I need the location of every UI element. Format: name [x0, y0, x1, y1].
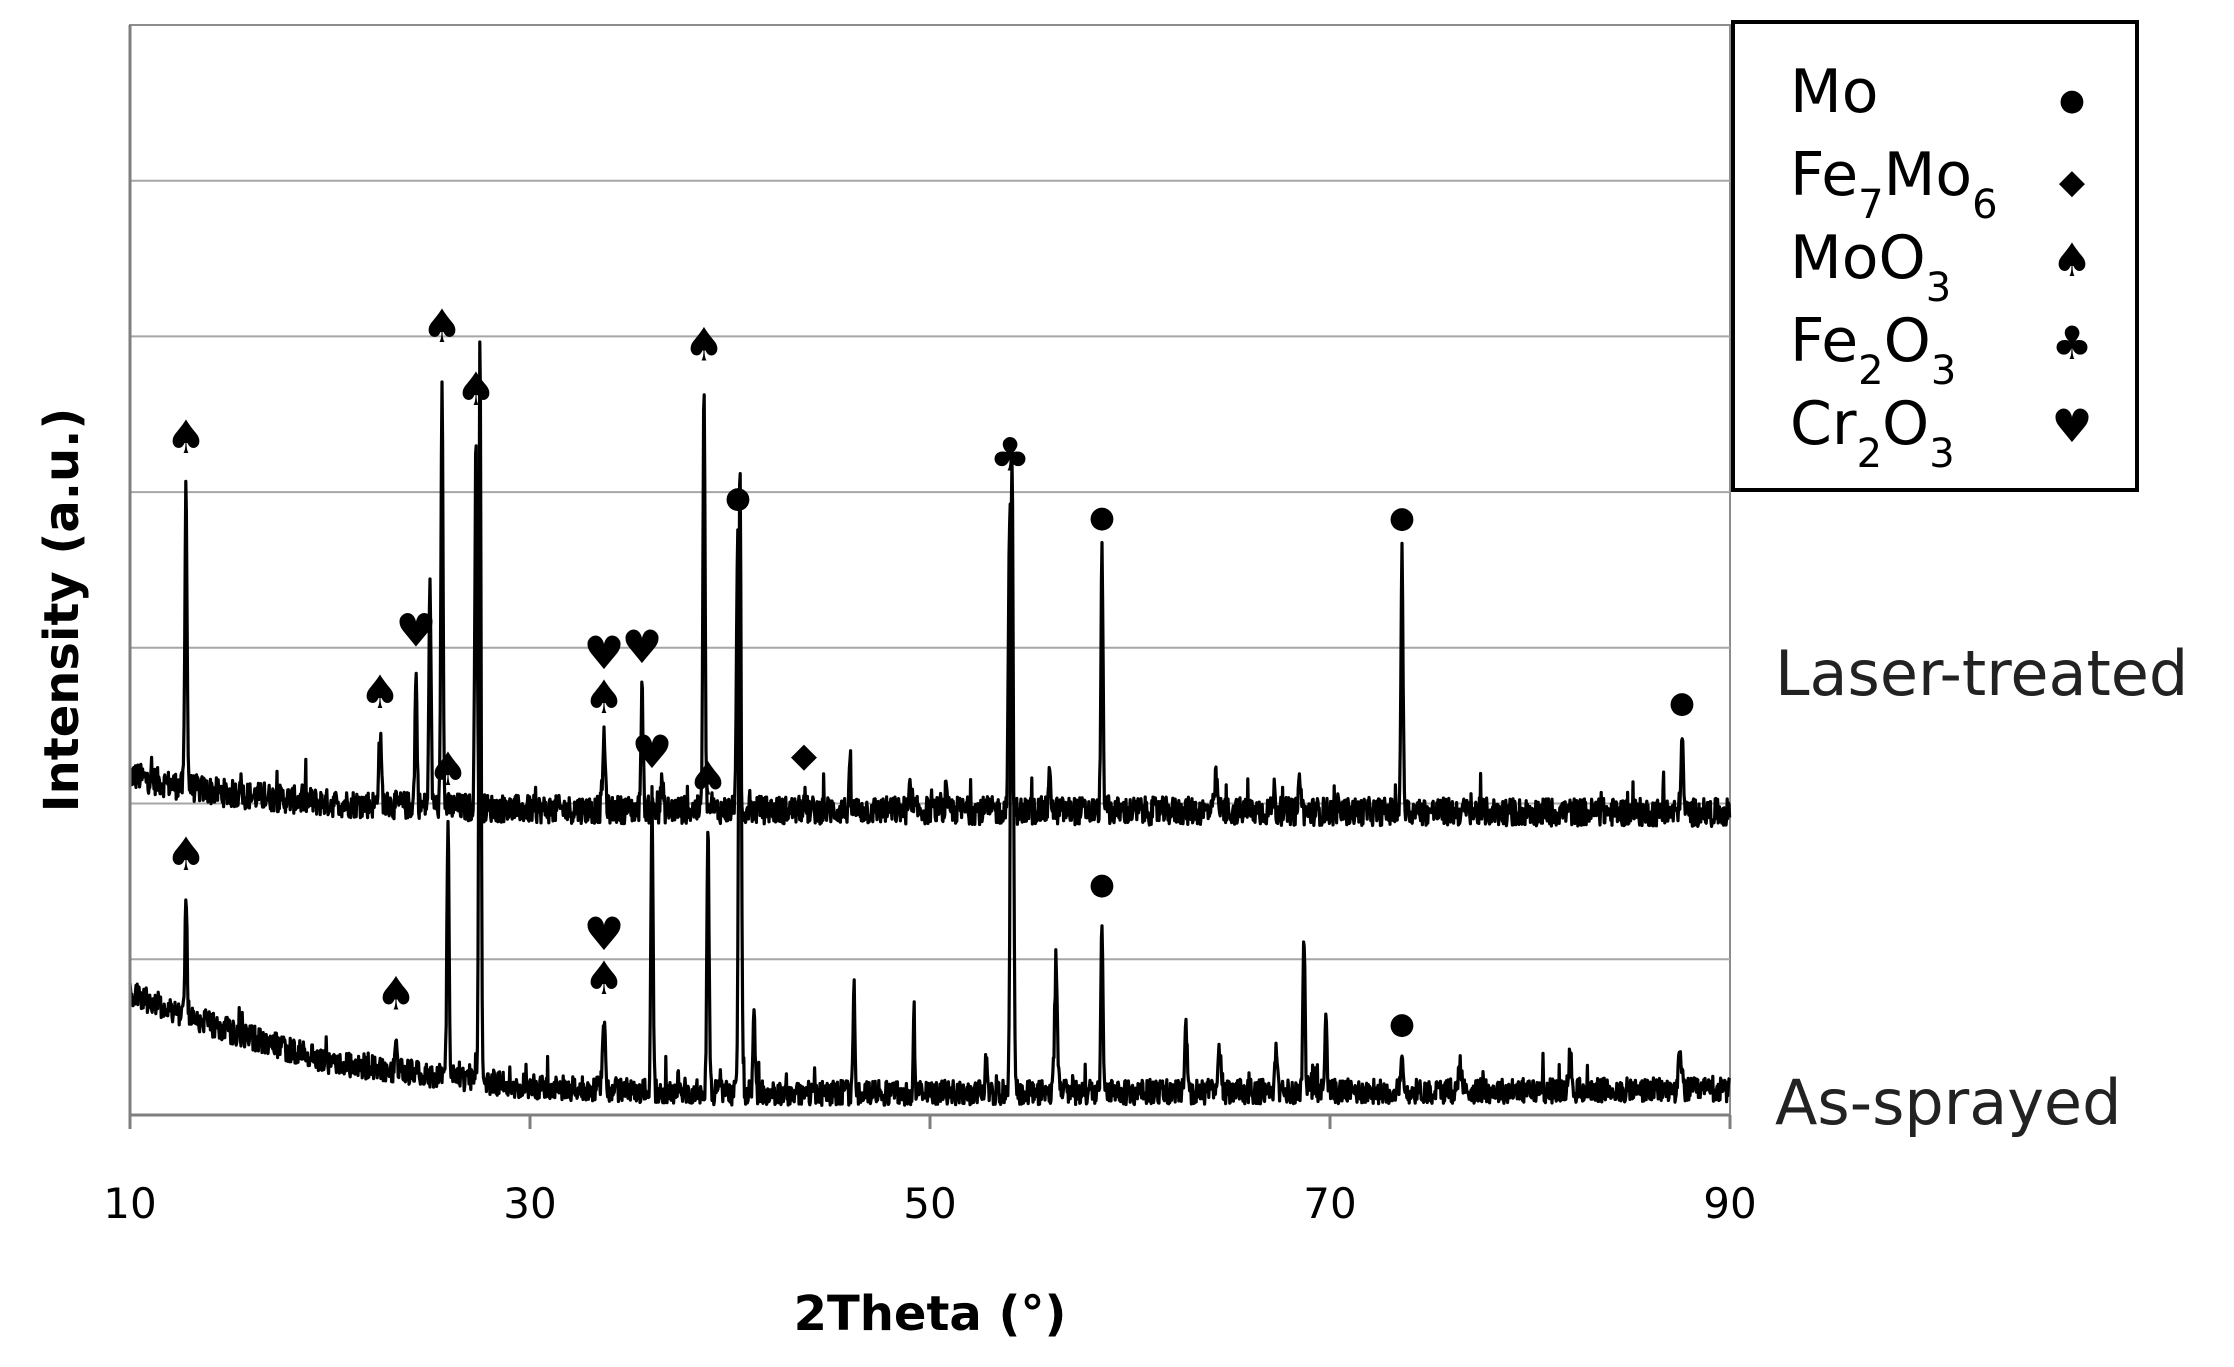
y-axis-title: Intensity (a.u.)	[34, 408, 90, 813]
peak-marker: ♥	[583, 907, 624, 961]
legend-entry-symbol: ◆	[2059, 162, 2086, 202]
legend-box	[1731, 20, 2139, 492]
plot-area	[129, 24, 1731, 1116]
x-tick-label: 50	[903, 1179, 956, 1228]
series-labels: Laser-treated As-sprayed	[1775, 637, 2188, 1139]
legend-entry-label: Fe7Mo6	[1790, 140, 1998, 228]
x-axis-title: 2Theta (°)	[794, 1286, 1067, 1342]
grid-lines	[130, 179, 1730, 961]
peak-marker: ♥	[621, 620, 662, 674]
x-tick-label: 10	[103, 1179, 156, 1228]
peak-marker: ♥	[395, 604, 436, 658]
peak-marker: ◆	[791, 735, 818, 775]
peak-marker: ♠	[683, 318, 724, 372]
x-tick-labels: 10 30 50 70 90	[103, 1179, 1756, 1228]
series-label: As-sprayed	[1775, 1066, 2121, 1139]
peak-marker: ♣	[989, 428, 1030, 482]
peak-marker: ♠	[165, 827, 206, 881]
peak-marker: ♥	[583, 626, 624, 680]
peak-marker: ♠	[427, 742, 468, 796]
legend-entry-label: MoO3	[1790, 223, 1951, 311]
peak-marker: ♠	[421, 299, 462, 353]
peak-markers: ♠♠♥♠♠♠♥♥♠●◆♣● ●●♠♠♠♠♥♥ ♠●●	[165, 299, 1695, 1042]
legend: Mo ● Fe7Mo6 ◆ MoO3 ♠ Fe2O3 ♣ Cr2O3 ♥	[1731, 20, 2139, 492]
x-tick-label: 70	[1303, 1179, 1356, 1228]
peak-marker: ♠	[165, 410, 206, 464]
legend-entry-symbol: ●	[2059, 83, 2085, 118]
peak-marker: ●	[1089, 867, 1115, 902]
peak-marker: ♠	[687, 752, 728, 806]
trace-as-sprayed	[128, 340, 1731, 1107]
peak-marker: ♠	[583, 670, 624, 724]
trace-laser-treated	[128, 380, 1732, 828]
legend-entry-label: Cr2O3	[1790, 389, 1955, 477]
peak-marker: ●	[1389, 1007, 1415, 1042]
legend-entry-symbol: ♣	[2051, 316, 2092, 370]
peak-marker: ●	[1089, 500, 1115, 535]
traces	[128, 340, 1732, 1107]
legend-entry-label: Mo	[1790, 57, 1878, 127]
legend-entry-label: Fe2O3	[1790, 306, 1956, 394]
legend-entry-symbol: ♥	[2051, 399, 2092, 453]
axes	[128, 25, 1732, 1129]
x-tick-label: 90	[1703, 1179, 1756, 1228]
legend-entries: Mo ● Fe7Mo6 ◆ MoO3 ♠ Fe2O3 ♣ Cr2O3 ♥	[1790, 57, 2093, 477]
peak-marker: ♠	[583, 951, 624, 1005]
legend-entry-symbol: ♠	[2051, 233, 2092, 287]
peak-marker: ●	[1669, 686, 1695, 721]
x-tick-label: 30	[503, 1179, 556, 1228]
peak-marker: ♠	[359, 665, 400, 719]
series-label: Laser-treated	[1775, 637, 2188, 710]
peak-marker: ♠	[455, 362, 496, 416]
peak-marker: ♥	[631, 725, 672, 779]
peak-marker: ♠	[375, 967, 416, 1021]
peak-marker: ●	[1389, 501, 1415, 536]
peak-marker: ●	[725, 480, 751, 515]
